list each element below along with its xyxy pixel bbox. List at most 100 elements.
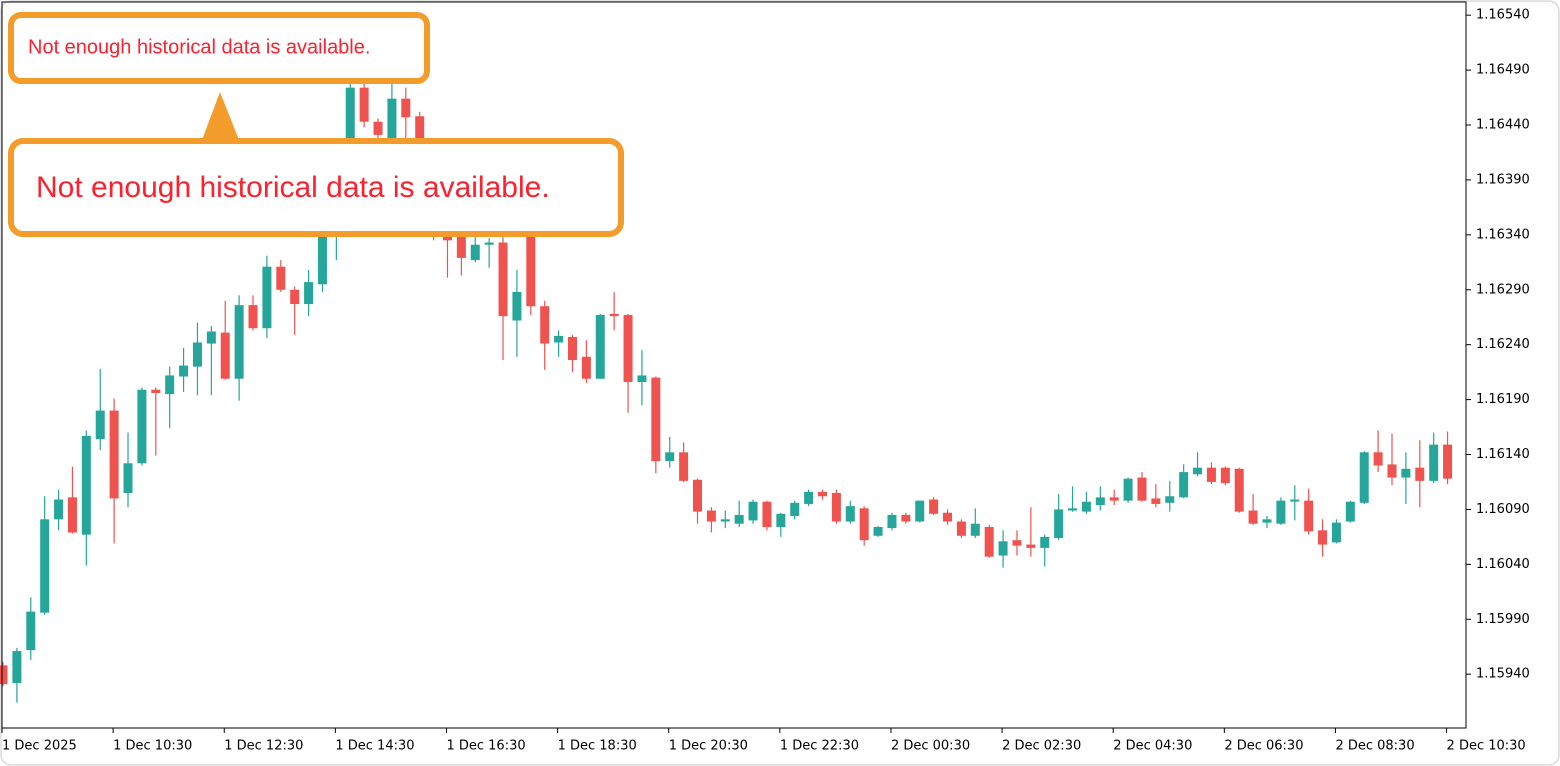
- y-tick-label: 1.15990: [1476, 612, 1530, 627]
- candle-body: [1401, 468, 1411, 478]
- chart-message: Not enough historical data is available.: [28, 36, 370, 58]
- candle-body: [859, 508, 869, 541]
- candle-body: [484, 242, 494, 245]
- candle-body: [1123, 478, 1133, 501]
- y-tick-label: 1.15940: [1476, 667, 1530, 682]
- candle-body: [1109, 497, 1119, 501]
- candle-body: [1234, 468, 1244, 512]
- candle-body: [1095, 497, 1105, 506]
- x-tick-label: 2 Dec 06:30: [1224, 739, 1303, 754]
- candle-body: [1429, 444, 1439, 481]
- candle-body: [0, 665, 8, 685]
- candle-body: [470, 244, 480, 261]
- candle-body: [206, 331, 216, 344]
- candle-body: [1290, 499, 1300, 502]
- candle-body: [929, 499, 939, 514]
- candle-body: [26, 611, 36, 651]
- x-tick-label: 1 Dec 22:30: [780, 739, 859, 754]
- y-tick-label: 1.16340: [1476, 227, 1530, 242]
- candle-body: [984, 527, 994, 557]
- candle-body: [1387, 464, 1397, 478]
- candle-body: [165, 375, 175, 395]
- candle-body: [609, 313, 619, 317]
- candle-body: [1345, 501, 1355, 522]
- candle-body: [554, 335, 564, 343]
- plot-area: 1.15940 1.15990 1.16040 1.16090 1.16140 1.161…: [0, 8, 1530, 754]
- y-tick-label: 1.16440: [1476, 118, 1530, 133]
- candle-body: [1026, 544, 1036, 548]
- x-tick-label: 2 Dec 04:30: [1113, 739, 1192, 754]
- candle-body: [1193, 467, 1203, 475]
- candle-body: [665, 452, 675, 462]
- candle-body: [540, 306, 550, 344]
- candle-body: [1220, 467, 1230, 484]
- y-tick-label: 1.16390: [1476, 172, 1530, 187]
- candle-body: [220, 332, 230, 379]
- candle-body: [248, 305, 258, 329]
- candle-body: [595, 315, 605, 379]
- candle-body: [387, 98, 397, 141]
- candle-body: [401, 98, 411, 118]
- candle-body: [12, 651, 22, 683]
- candle-body: [720, 519, 730, 522]
- x-tick-label: 1 Dec 12:30: [224, 739, 303, 754]
- candle-body: [943, 512, 953, 522]
- candle-body: [1151, 498, 1161, 504]
- candle-body: [679, 452, 689, 481]
- candle-body: [887, 514, 897, 529]
- candle-body: [1068, 508, 1078, 511]
- x-tick-label: 2 Dec 10:30: [1447, 739, 1526, 754]
- candle-body: [804, 491, 814, 504]
- candle-body: [762, 501, 772, 528]
- candle-body: [970, 523, 980, 536]
- candle-body: [317, 230, 327, 285]
- candle-body: [192, 342, 202, 367]
- x-tick-label: 1 Dec 2025: [2, 739, 77, 754]
- candle-body: [1373, 452, 1383, 466]
- candle-body: [137, 389, 147, 464]
- candle-body: [706, 510, 716, 522]
- candle-body: [915, 500, 925, 522]
- candle-body: [1206, 467, 1216, 482]
- candle-body: [1081, 501, 1091, 512]
- candle-body: [234, 305, 244, 379]
- candle-body: [873, 527, 883, 536]
- candle-body: [956, 521, 966, 536]
- candle-body: [1179, 472, 1189, 498]
- candle-body: [359, 87, 369, 122]
- candle-body: [1304, 500, 1314, 532]
- x-tick-label: 2 Dec 08:30: [1335, 739, 1414, 754]
- y-tick-label: 1.16190: [1476, 392, 1530, 407]
- callout-box: [8, 12, 430, 84]
- candle-body: [1262, 519, 1272, 523]
- y-tick-label: 1.16040: [1476, 557, 1530, 572]
- y-tick-label: 1.16240: [1476, 337, 1530, 352]
- candle-body: [1331, 522, 1341, 543]
- candle-body: [151, 389, 161, 394]
- candle-body: [567, 336, 577, 361]
- candle-body: [456, 237, 466, 258]
- candle-body: [776, 513, 786, 528]
- candle-body: [373, 121, 383, 135]
- candle-body: [637, 375, 647, 383]
- candle-body: [109, 410, 119, 499]
- candle-body: [276, 266, 286, 290]
- candle-body: [95, 410, 105, 440]
- x-tick-label: 1 Dec 20:30: [669, 739, 748, 754]
- candle-body: [304, 282, 314, 305]
- candle-body: [67, 497, 77, 533]
- x-tick-label: 1 Dec 10:30: [113, 739, 192, 754]
- callout-box: [8, 138, 624, 237]
- candle-body: [1165, 496, 1175, 503]
- candle-body: [1443, 444, 1453, 479]
- candle-body: [1054, 509, 1064, 538]
- x-tick-label: 2 Dec 02:30: [1002, 739, 1081, 754]
- candle-body: [651, 377, 661, 462]
- candle-body: [179, 365, 189, 377]
- candle-body: [1248, 510, 1258, 524]
- candle-body: [526, 228, 536, 307]
- callout-pointer: [202, 92, 239, 140]
- y-tick-label: 1.16540: [1476, 8, 1530, 23]
- candle-body: [998, 541, 1008, 556]
